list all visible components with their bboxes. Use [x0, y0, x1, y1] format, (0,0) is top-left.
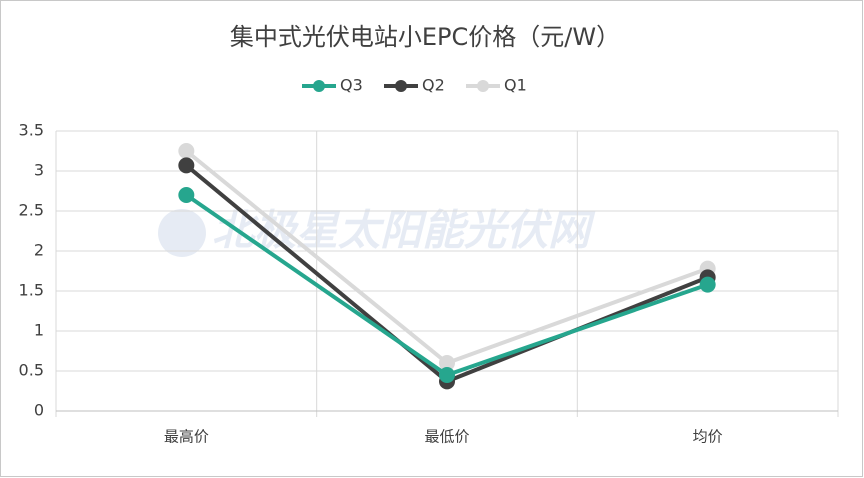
watermark-logo [158, 209, 206, 257]
data-point [699, 276, 716, 293]
legend-label: Q1 [504, 76, 527, 95]
y-tick-label: 0.5 [19, 361, 44, 380]
y-tick-label: 2 [34, 241, 44, 260]
data-point [439, 355, 455, 371]
y-tick-label: 0 [34, 401, 44, 420]
y-tick-label: 3 [34, 161, 44, 180]
data-point [178, 187, 195, 203]
legend-label: Q2 [422, 76, 445, 95]
y-tick-label: 2.5 [19, 201, 44, 220]
data-point [178, 157, 195, 174]
legend-label: Q3 [340, 76, 363, 95]
y-tick-label: 3.5 [19, 121, 44, 140]
legend-marker [313, 80, 325, 92]
data-point [178, 143, 195, 159]
y-tick-label: 1 [34, 321, 44, 340]
x-tick-label: 最低价 [424, 428, 469, 446]
legend-marker [477, 80, 489, 92]
data-point [439, 367, 455, 383]
y-tick-label: 1.5 [19, 281, 44, 300]
legend-marker [395, 80, 407, 92]
watermark: 北极星太阳能光伏网 [158, 206, 596, 257]
watermark-text: 北极星太阳能光伏网 [212, 206, 596, 255]
x-tick-label: 均价 [693, 428, 723, 446]
x-tick-label: 最高价 [164, 428, 209, 446]
chart-title: 集中式光伏电站小EPC价格（元/W） [230, 23, 620, 51]
